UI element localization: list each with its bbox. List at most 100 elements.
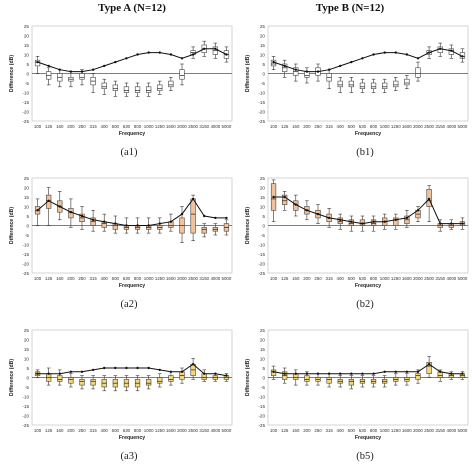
line-point <box>136 224 139 227</box>
line-point <box>225 216 228 220</box>
line-point <box>180 57 184 60</box>
y-axis-label: Difference (dB) <box>9 55 15 92</box>
line-point <box>203 372 206 375</box>
x-tick-label: 125 <box>45 124 53 129</box>
line-point <box>180 212 184 216</box>
x-tick-label: 1250 <box>391 124 401 129</box>
y-tick-label: 15 <box>260 195 266 200</box>
x-tick-label: 500 <box>348 276 356 281</box>
line-point <box>405 216 409 220</box>
box-mark <box>348 215 354 232</box>
y-tick-label: 0 <box>26 375 29 380</box>
x-tick-label: 500 <box>112 276 120 281</box>
x-tick-label: 5000 <box>458 124 468 129</box>
line-point <box>427 51 431 54</box>
box-mark <box>212 42 218 59</box>
x-tick-label: 400 <box>101 124 109 129</box>
x-tick-label: 1000 <box>144 428 154 433</box>
x-tick-label: 1600 <box>402 428 412 433</box>
line-point <box>327 68 331 71</box>
line-point <box>405 370 409 373</box>
x-tick-label: 1250 <box>155 124 165 129</box>
line-point <box>327 372 331 375</box>
x-tick-label: 630 <box>359 276 367 281</box>
y-tick-label: 5 <box>262 214 265 219</box>
x-tick-label: 3150 <box>435 428 445 433</box>
box-mark <box>201 223 207 238</box>
y-tick-label: -20 <box>258 261 265 266</box>
line-point <box>416 57 420 60</box>
line-point <box>405 53 409 56</box>
y-tick-label: -10 <box>22 242 29 247</box>
line-point <box>272 195 275 199</box>
y-tick-label: 25 <box>260 24 266 29</box>
box-mark <box>326 69 332 89</box>
chart-panel: -25 -20 -15 -10 -5 0 5 10 15 20 25 100 125 160 200 250 3… <box>2 320 236 455</box>
y-tick-label: 10 <box>260 356 266 361</box>
x-tick-label: 100 <box>34 124 42 129</box>
box-mark <box>393 76 399 91</box>
x-tick-label: 125 <box>45 276 53 281</box>
line-point <box>272 60 275 64</box>
x-tick-label: 250 <box>78 428 86 433</box>
box-mark <box>79 206 85 230</box>
x-tick-label: 160 <box>56 428 64 433</box>
box-mark <box>68 373 74 388</box>
box-mark <box>426 356 432 378</box>
line-point <box>147 51 150 54</box>
box-mark <box>90 209 96 232</box>
box-mark <box>293 63 299 82</box>
box-mark <box>315 373 321 386</box>
x-tick-label: 2000 <box>177 276 187 281</box>
x-tick-label: 1000 <box>380 124 390 129</box>
line-point <box>339 372 342 375</box>
line-point <box>316 212 320 216</box>
y-tick-label: 25 <box>24 176 30 181</box>
line-point <box>283 195 286 199</box>
line-point <box>58 68 61 71</box>
line-point <box>191 197 195 201</box>
x-tick-label: 630 <box>359 428 367 433</box>
box-mark <box>223 373 230 382</box>
line-point <box>91 218 95 221</box>
x-tick-label: 5000 <box>222 276 232 281</box>
line-point <box>350 220 353 223</box>
box-mark <box>57 369 63 386</box>
y-tick-label: 0 <box>26 223 29 228</box>
line-point <box>294 203 297 206</box>
y-tick-label: 5 <box>262 62 265 67</box>
line-point <box>103 64 106 68</box>
box-mark <box>146 217 152 234</box>
y-tick-label: 15 <box>24 43 30 48</box>
y-axis-label: Difference (dB) <box>9 207 15 244</box>
x-tick-label: 3150 <box>435 124 445 129</box>
x-tick-label: 125 <box>281 428 289 433</box>
panel-caption: (b1) <box>356 147 374 158</box>
y-tick-label: 10 <box>24 52 30 57</box>
box-mark <box>459 371 466 380</box>
series-line <box>37 198 227 226</box>
line-point <box>383 220 386 223</box>
x-tick-label: 500 <box>348 124 356 129</box>
line-point <box>461 55 464 58</box>
x-tick-label: 2500 <box>424 428 434 433</box>
line-point <box>427 197 431 201</box>
box-mark <box>146 375 152 390</box>
x-tick-label: 1250 <box>155 428 165 433</box>
y-axis-label: Difference (dB) <box>245 359 251 396</box>
x-tick-label: 3150 <box>199 276 209 281</box>
y-tick-label: 5 <box>26 366 29 371</box>
x-tick-label: 3150 <box>199 428 209 433</box>
line-point <box>47 64 50 68</box>
box-mark <box>293 369 299 386</box>
line-point <box>69 70 73 73</box>
box-mark <box>179 206 185 243</box>
x-tick-label: 100 <box>270 276 278 281</box>
line-point <box>439 370 442 373</box>
line-point <box>450 222 453 225</box>
box-mark <box>34 56 41 74</box>
box-mark <box>348 375 354 390</box>
